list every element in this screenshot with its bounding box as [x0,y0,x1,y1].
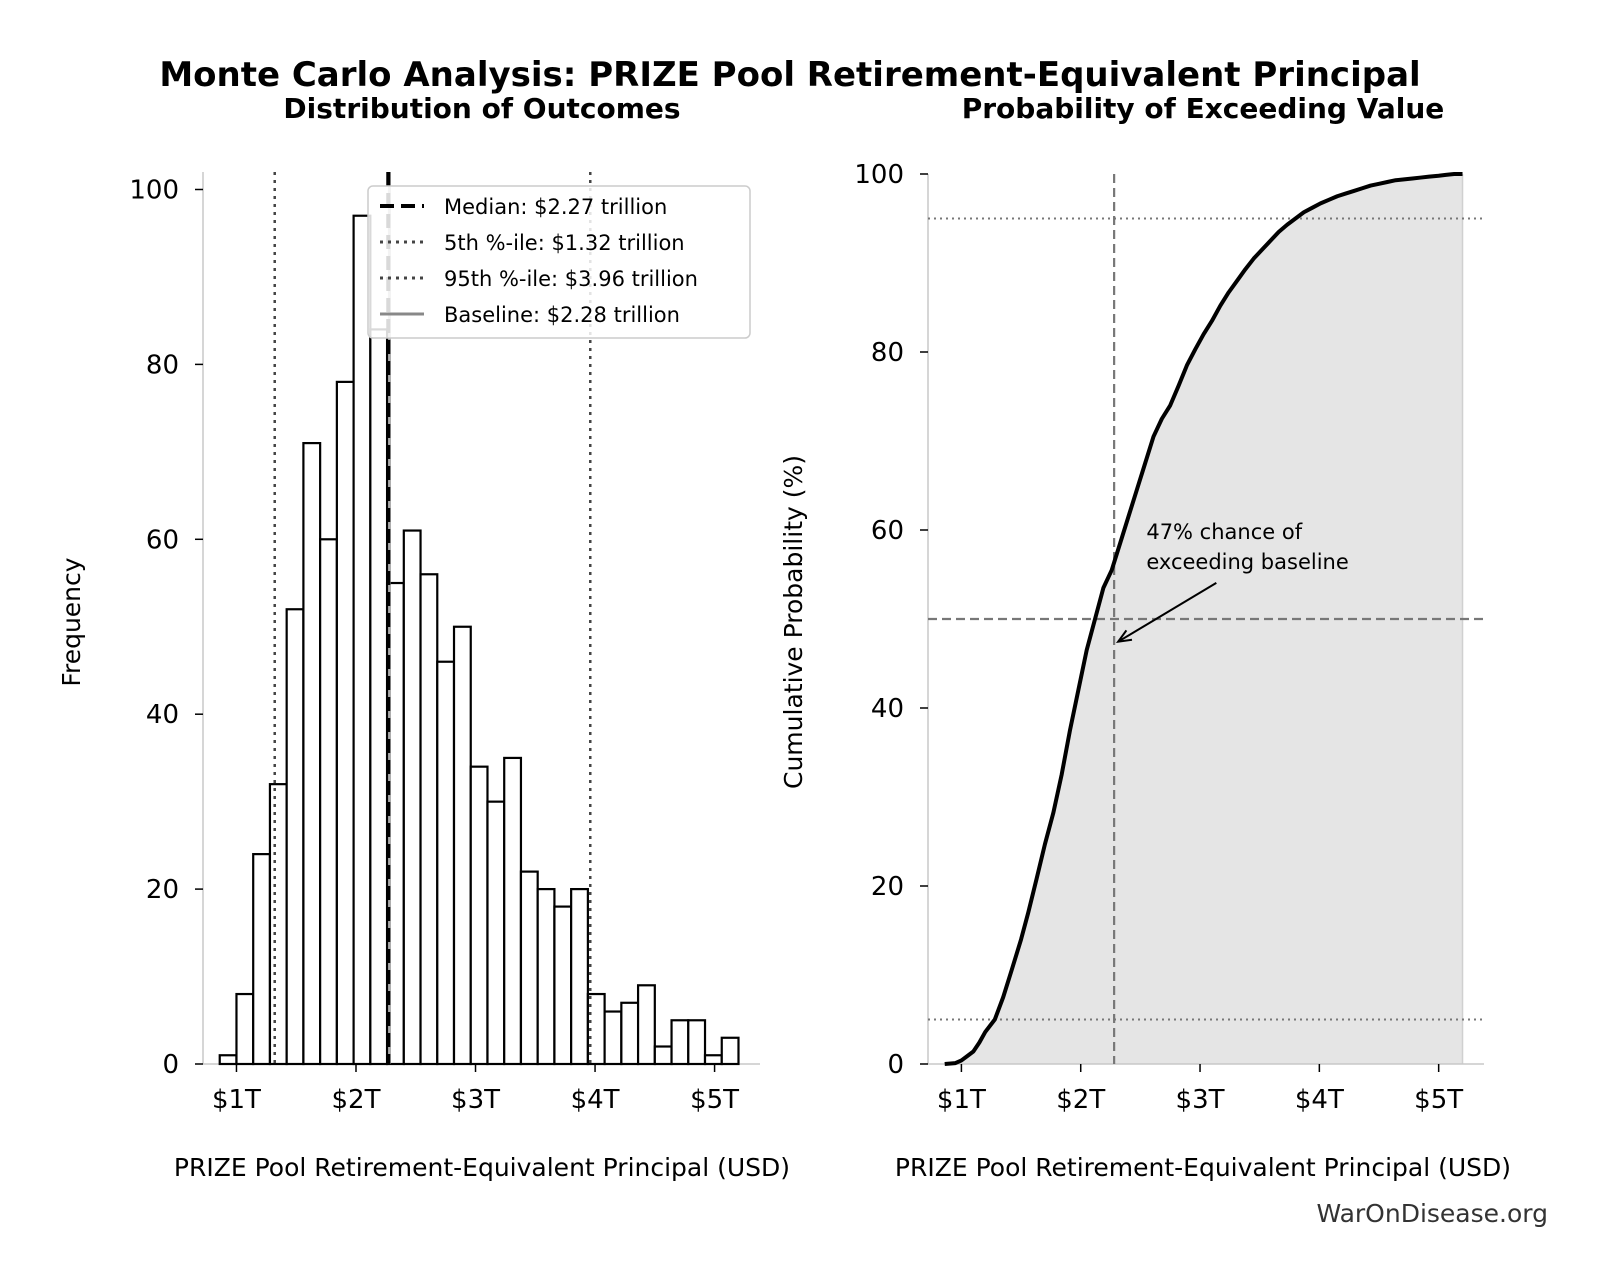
hist-x-tick-label: $1T [212,1085,261,1115]
cdf-x-tick-label: $5T [1414,1085,1463,1115]
annotation-arrowhead [1115,629,1133,644]
histogram-bar [302,441,322,1066]
cdf-x-tick-label: $2T [1056,1085,1105,1115]
cdf-y-tick-label: 0 [887,1050,904,1080]
histogram-bar [620,1001,640,1066]
cdf-fill [944,174,1463,1064]
cdf-panel: $1T $2T $3T $4T $5T 0 20 40 60 80 100 47% chance of… [854,160,1484,1115]
cdf-y-tick-label: 20 [871,872,904,902]
hist-y-tick-label: 60 [146,525,179,555]
cdf-x-tick-label: $4T [1295,1085,1344,1115]
cdf-title: Probability of Exceeding Value [962,92,1445,125]
cdf-ylabel: Cumulative Probability (%) [779,455,808,789]
hist-xlabel: PRIZE Pool Retirement-Equivalent Princip… [174,1153,790,1182]
histogram-bar [352,214,372,1066]
hist-y-tick-label: 100 [129,175,179,205]
cdf-xlabel: PRIZE Pool Retirement-Equivalent Princip… [895,1153,1511,1182]
histogram-bar [603,1010,623,1066]
histogram-bar [536,887,556,1066]
legend-label: 5th %-ile: $1.32 trillion [444,231,685,255]
hist-y-tick-label: 40 [146,700,179,730]
cdf-y-tick-label: 40 [871,694,904,724]
hist-ylabel: Frequency [57,557,86,686]
hist-y-tick-label: 20 [146,875,179,905]
histogram-bar [335,380,355,1066]
cdf-line [944,172,1463,1066]
legend-label: Baseline: $2.28 trillion [444,303,680,327]
histogram-bar [419,573,439,1066]
cdf-y-tick-label: 100 [854,160,904,190]
hist-x-tick-label: $5T [690,1085,739,1115]
histogram-bar [218,1054,238,1066]
histogram-bar [268,783,288,1066]
histogram-bar [486,800,506,1066]
histogram-bar [252,853,272,1066]
cdf-y-tick-label: 60 [871,516,904,546]
annotation-text: exceeding baseline [1146,550,1348,574]
histogram-bar [553,905,573,1066]
histogram-bar [570,887,589,1066]
cdf-x-tick-label: $3T [1176,1085,1225,1115]
legend-label: Median: $2.27 trillion [444,195,667,219]
hist-legend: Median: $2.27 trillion 5th %-ile: $1.32 t… [367,185,751,339]
histogram-bar [285,608,305,1066]
histogram-bar [503,756,523,1066]
hist-x-tick-label: $3T [451,1085,500,1115]
cdf-y-tick-label: 80 [871,338,904,368]
watermark: WarOnDisease.org [1316,1199,1548,1228]
histogram-bar [687,1019,707,1066]
histogram-bar [670,1019,690,1066]
hist-y-tick-label: 0 [162,1050,179,1080]
hist-y-tick-label: 80 [146,350,179,380]
legend-box [367,185,751,339]
annotation-text: 47% chance of [1146,520,1302,544]
hist-x-tick-label: $2T [332,1085,381,1115]
histogram-bar [469,765,489,1066]
hist-title: Distribution of Outcomes [283,92,680,125]
histogram-panel: $1T $2T $3T $4T $5T 0 20 40 60 80 100 Median: $2.27… [129,172,760,1115]
histogram-bar [636,984,656,1066]
figure-title: Monte Carlo Analysis: PRIZE Pool Retirem… [159,55,1420,95]
histogram-bar [720,1036,740,1066]
histogram-bar [519,870,539,1066]
hist-x-tick-label: $4T [571,1085,620,1115]
legend-label: 95th %-ile: $3.96 trillion [444,267,698,291]
histogram-bar [452,625,472,1066]
histogram-bar [402,529,422,1066]
histogram-bar [235,992,255,1066]
histogram-bar [653,1045,673,1066]
annotation-arrow [1117,582,1217,643]
cdf-x-tick-label: $1T [937,1085,986,1115]
histogram-bar [703,1054,723,1066]
histogram-bar [436,660,456,1066]
histogram-bar [369,328,389,1066]
histogram-bar [319,538,338,1066]
